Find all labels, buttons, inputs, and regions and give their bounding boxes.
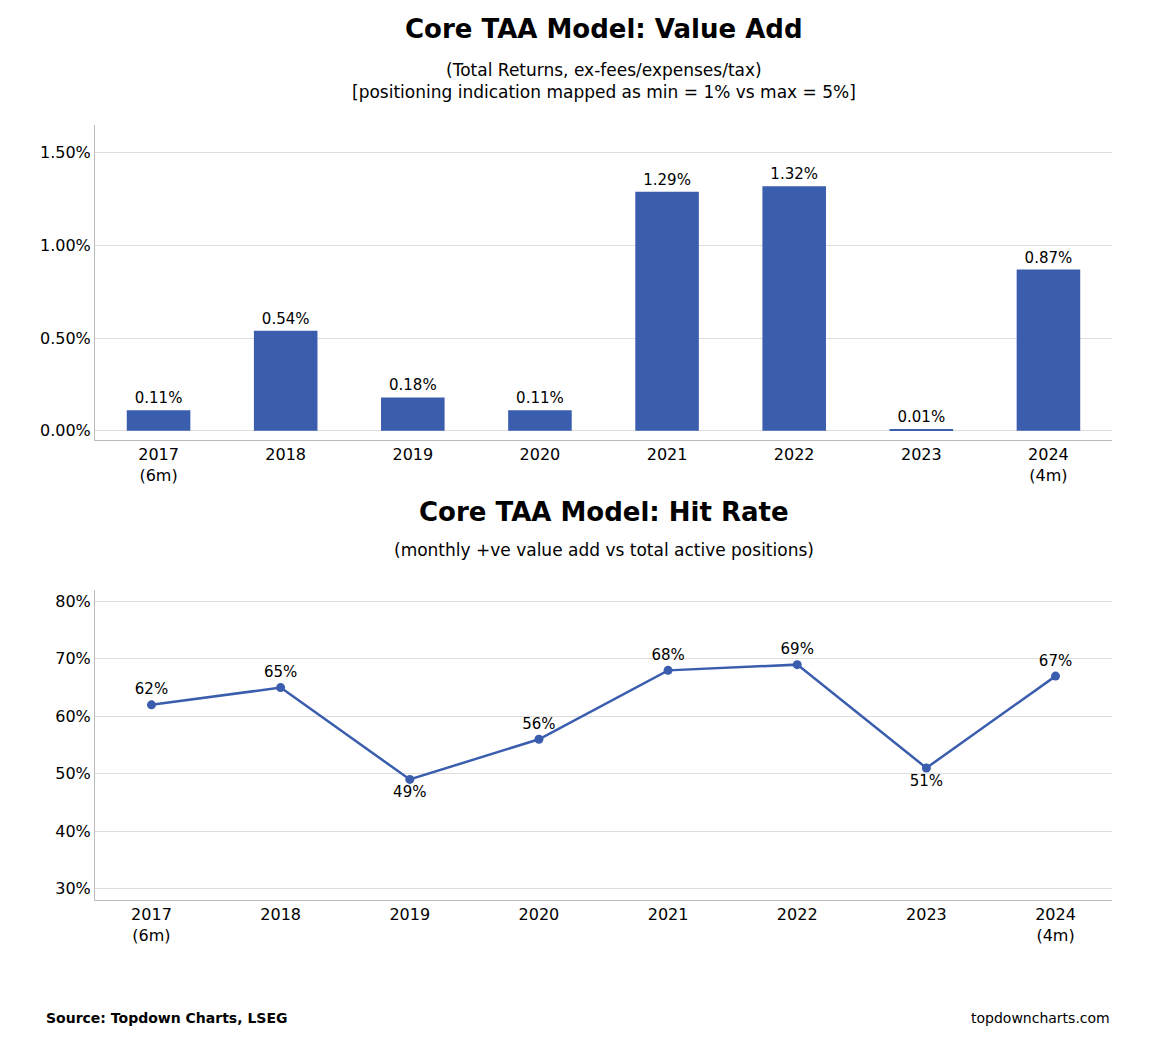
svg-text:1.00%: 1.00%: [40, 236, 91, 255]
svg-text:2022: 2022: [777, 905, 818, 924]
svg-text:1.50%: 1.50%: [40, 143, 91, 162]
svg-text:60%: 60%: [55, 707, 91, 726]
svg-text:0.87%: 0.87%: [1025, 249, 1073, 267]
svg-text:topdowncharts.com: topdowncharts.com: [971, 1010, 1110, 1026]
svg-text:49%: 49%: [393, 783, 426, 801]
svg-text:2023: 2023: [901, 445, 942, 464]
svg-text:0.01%: 0.01%: [897, 408, 945, 426]
svg-text:1.32%: 1.32%: [770, 165, 818, 183]
svg-text:Core TAA Model: Value Add: Core TAA Model: Value Add: [405, 14, 803, 44]
svg-text:1.29%: 1.29%: [643, 171, 691, 189]
svg-text:Source: Topdown Charts, LSEG: Source: Topdown Charts, LSEG: [46, 1010, 287, 1026]
svg-text:67%: 67%: [1039, 652, 1072, 670]
svg-text:2022: 2022: [774, 445, 815, 464]
svg-text:65%: 65%: [264, 663, 297, 681]
svg-text:51%: 51%: [910, 772, 943, 790]
svg-text:56%: 56%: [522, 715, 555, 733]
svg-text:0.11%: 0.11%: [516, 389, 564, 407]
svg-text:0.18%: 0.18%: [389, 376, 437, 394]
svg-text:Core TAA Model: Hit Rate: Core TAA Model: Hit Rate: [419, 497, 789, 527]
svg-text:2021: 2021: [647, 445, 688, 464]
svg-text:2017(6m): 2017(6m): [138, 445, 179, 485]
svg-text:50%: 50%: [55, 764, 91, 783]
svg-text:2024(4m): 2024(4m): [1035, 905, 1076, 945]
svg-text:2020: 2020: [519, 905, 560, 924]
svg-text:2017(6m): 2017(6m): [131, 905, 172, 945]
svg-text:2020: 2020: [520, 445, 561, 464]
svg-text:(Total Returns, ex-fees/expens: (Total Returns, ex-fees/expenses/tax)[po…: [352, 60, 856, 102]
svg-text:2024(4m): 2024(4m): [1028, 445, 1069, 485]
svg-text:62%: 62%: [135, 680, 168, 698]
svg-text:2018: 2018: [260, 905, 301, 924]
svg-text:2023: 2023: [906, 905, 947, 924]
svg-text:40%: 40%: [55, 822, 91, 841]
svg-text:2021: 2021: [648, 905, 689, 924]
svg-text:0.54%: 0.54%: [262, 310, 310, 328]
svg-text:2019: 2019: [392, 445, 433, 464]
svg-text:2019: 2019: [389, 905, 430, 924]
svg-text:(monthly +ve value add vs tota: (monthly +ve value add vs total active p…: [394, 540, 814, 560]
svg-text:30%: 30%: [55, 879, 91, 898]
svg-text:0.50%: 0.50%: [40, 329, 91, 348]
svg-text:69%: 69%: [781, 640, 814, 658]
svg-text:80%: 80%: [55, 592, 91, 611]
svg-text:68%: 68%: [651, 646, 684, 664]
svg-text:0.11%: 0.11%: [135, 389, 183, 407]
svg-text:70%: 70%: [55, 649, 91, 668]
svg-text:0.00%: 0.00%: [40, 421, 91, 440]
svg-text:2018: 2018: [265, 445, 306, 464]
